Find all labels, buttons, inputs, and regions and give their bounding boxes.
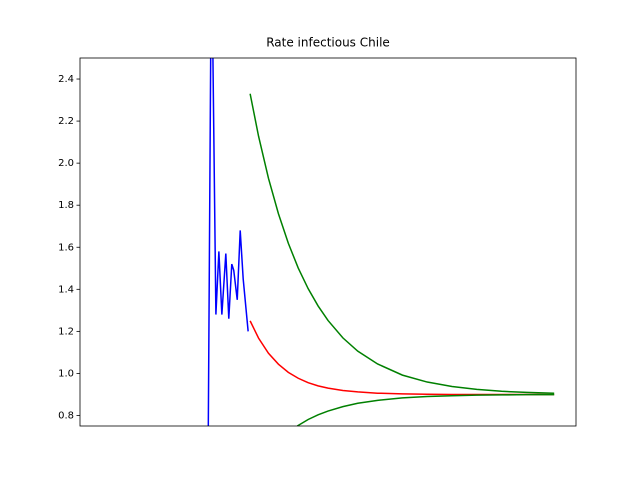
y-tick-label: 2.0 xyxy=(58,158,74,169)
line-series xyxy=(207,58,249,426)
y-tick-label: 1.8 xyxy=(58,200,74,211)
y-tick-label: 2.4 xyxy=(58,74,74,85)
y-tick-label: 1.2 xyxy=(58,326,74,337)
chart-title: Rate infectious Chile xyxy=(266,36,390,50)
y-tick-label: 1.0 xyxy=(58,368,74,379)
plot-area xyxy=(207,58,555,426)
line-series xyxy=(249,93,555,394)
y-tick-label: 2.2 xyxy=(58,116,74,127)
y-tick-label: 1.4 xyxy=(58,284,74,295)
y-tick-label: 1.6 xyxy=(58,242,74,253)
axes-frame xyxy=(79,57,577,427)
y-tick-label: 0.8 xyxy=(58,410,74,421)
line-series xyxy=(296,393,555,426)
